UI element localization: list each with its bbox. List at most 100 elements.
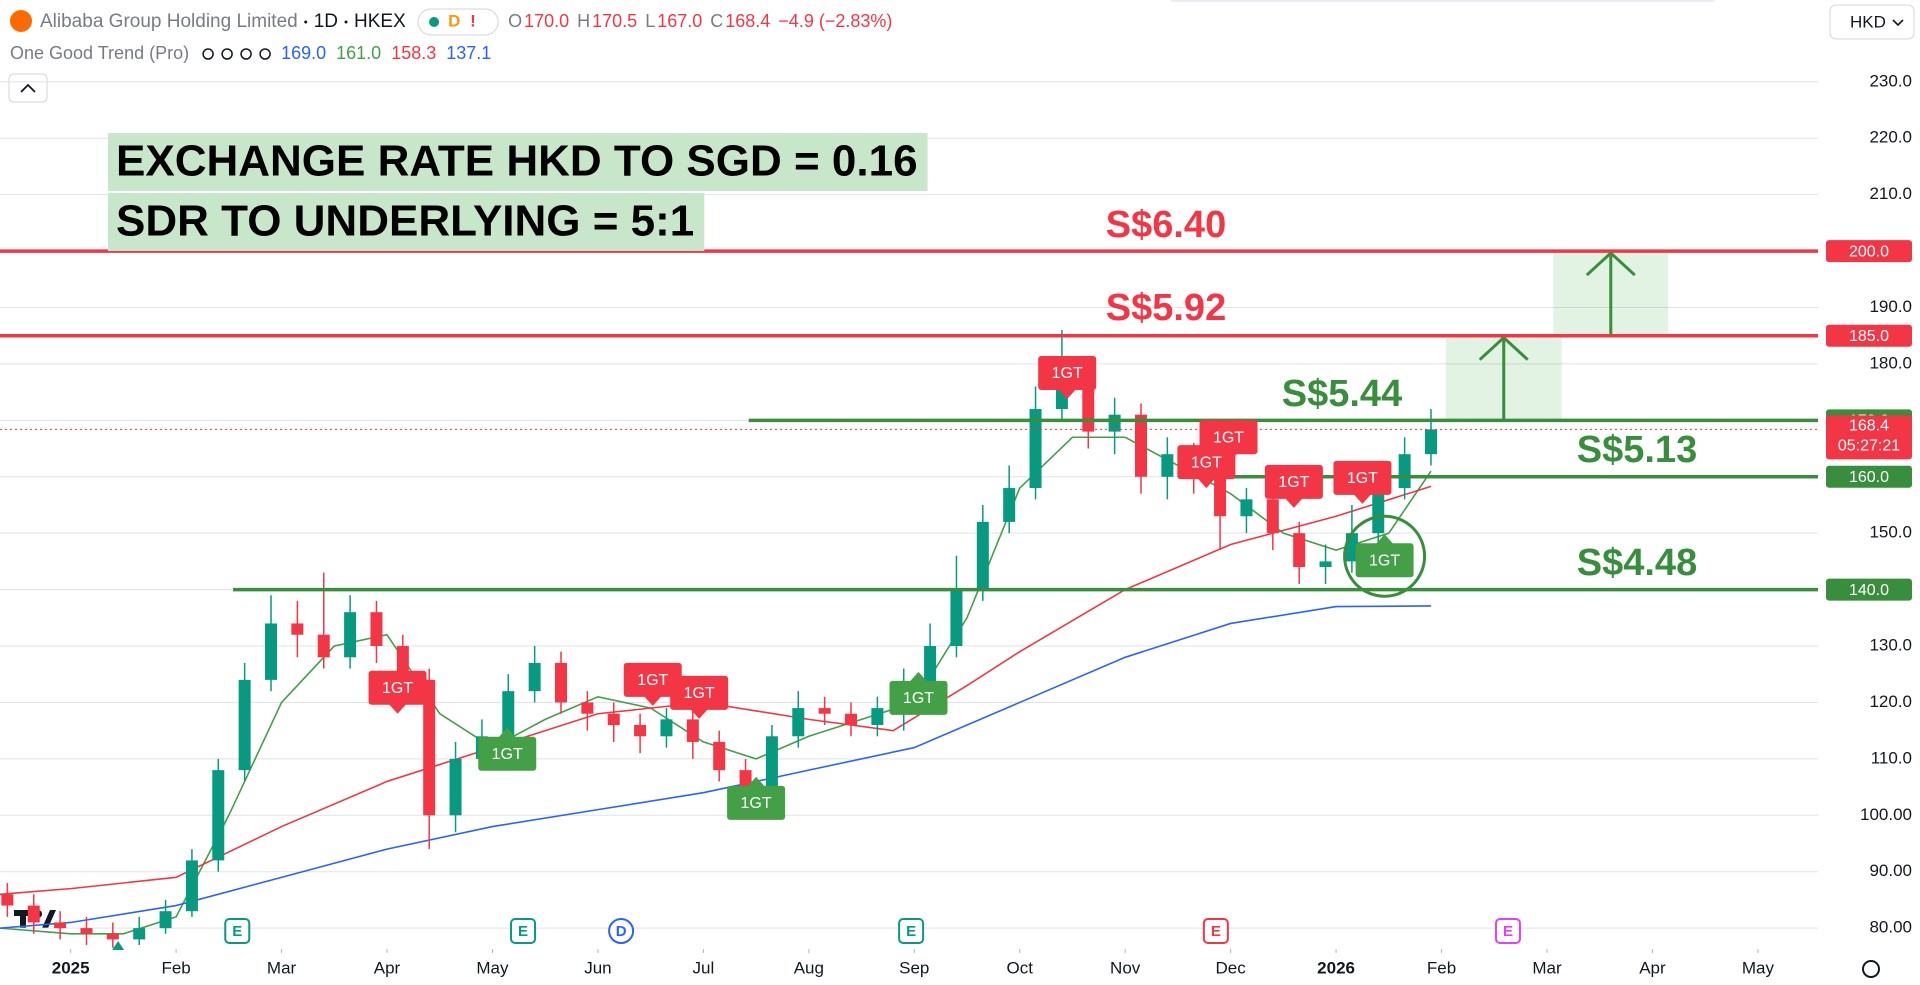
signal-pointer [643, 695, 662, 706]
signal-box [1177, 445, 1236, 480]
candle-body [871, 708, 884, 726]
candle-body [1029, 409, 1042, 489]
candle-body [133, 928, 146, 940]
hidden-eye [202, 48, 214, 60]
candle-body [185, 860, 198, 912]
signal-pointer [1197, 478, 1216, 489]
ohlc-key: L [645, 11, 655, 31]
y-tick-label: 210.0 [1869, 184, 1912, 203]
market-dot [429, 17, 440, 27]
note-box [108, 193, 705, 251]
signal-label: 1GT [382, 680, 413, 697]
candle-body [265, 623, 278, 680]
candle-body [634, 725, 647, 737]
level-label: S$6.40 [1106, 204, 1226, 246]
signal-label: 1GT [741, 795, 772, 812]
price-tag [1826, 324, 1912, 347]
y-tick-label: 120.0 [1869, 692, 1912, 711]
currency: HKD [1850, 12, 1886, 31]
exchange: HKEX [354, 11, 406, 32]
price-tag-label: 185.0 [1849, 328, 1889, 345]
signal-box [1038, 355, 1097, 390]
indicator: One Good Trend (Pro) [10, 43, 189, 63]
signal-box [727, 785, 786, 820]
logo [10, 10, 32, 32]
price-tag [1826, 465, 1912, 488]
currency-button[interactable] [1829, 4, 1915, 40]
status-pill [417, 8, 499, 36]
x-tick-label: May [1742, 958, 1775, 977]
y-tick-label: 180.0 [1869, 353, 1912, 372]
event-marker [1202, 918, 1229, 944]
ohlc-value: 170.0 [524, 11, 569, 31]
candle-body [1134, 414, 1147, 477]
candle-body [317, 634, 330, 658]
signal: 1GT [478, 727, 537, 771]
x-tick-label: 2026 [1317, 958, 1355, 977]
candle-body [528, 662, 541, 692]
settings-icon[interactable] [1862, 960, 1880, 978]
candle-body [845, 713, 858, 726]
floating-toolbar[interactable] [1170, 0, 1715, 2]
indicator-value: 161.0 [336, 43, 381, 63]
candle-body [80, 928, 93, 934]
candle-body [1240, 499, 1253, 517]
x-tick-label: Mar [1532, 958, 1562, 977]
signal-box [670, 675, 729, 710]
interval: 1D [314, 11, 338, 32]
hidden-eye [240, 48, 252, 60]
signal-label: 1GT [1369, 552, 1400, 569]
last-price-label: 168.4 [1849, 418, 1889, 435]
signal: 1GT [670, 675, 729, 719]
candle-body [212, 770, 225, 861]
x-tick-label: Apr [1639, 958, 1666, 977]
candle-body [1003, 488, 1016, 522]
ohlc-value: 170.5 [592, 11, 637, 31]
signal: 1GT [1264, 464, 1323, 508]
signal: 1GT [889, 671, 948, 715]
collapse-button[interactable] [8, 73, 48, 103]
signal: 1GT [1355, 534, 1414, 578]
signal-pointer [1058, 388, 1077, 399]
candle-body [54, 922, 67, 929]
candle-body [1319, 561, 1332, 568]
level-label: S$5.92 [1106, 287, 1226, 329]
signal: 1GT [623, 662, 682, 706]
event-label: E [906, 923, 916, 940]
signal-box [1264, 464, 1323, 499]
price-tag [1826, 578, 1912, 601]
event-label: D [616, 923, 627, 940]
signal-label: 1GT [1191, 454, 1222, 471]
signal-label: 1GT [684, 685, 715, 702]
indicator-value: 158.3 [391, 43, 436, 63]
signal-label: 1GT [1052, 365, 1083, 382]
signal: 1GT [368, 670, 427, 714]
trend-line [0, 485, 1432, 896]
y-tick-label: 80.00 [1869, 918, 1912, 937]
dropdown-arrow [1892, 19, 1904, 27]
price-tag [1826, 240, 1912, 263]
ohlc-value: 168.4 [725, 11, 770, 31]
signal-label: 1GT [492, 746, 523, 763]
candle-body [423, 679, 436, 816]
candle-body [1161, 454, 1174, 477]
signal-box [478, 736, 537, 771]
x-tick-label: Apr [374, 958, 401, 977]
candle-body [607, 713, 620, 726]
x-tick-label: May [476, 958, 509, 977]
event-label: E [232, 923, 242, 940]
symbol: Alibaba Group Holding Limited [40, 11, 298, 32]
signal: 1GT [1333, 460, 1392, 504]
candle-body [713, 741, 726, 771]
level-label: S$4.48 [1577, 542, 1697, 584]
candle-body [818, 708, 831, 714]
signal-pointer [909, 671, 928, 682]
ohlc-value: 167.0 [657, 11, 702, 31]
signal-pointer [388, 703, 407, 714]
signal-pointer [747, 776, 766, 787]
level-label: S$5.13 [1577, 429, 1697, 471]
x-tick-label: Dec [1216, 958, 1247, 977]
signal-box [623, 662, 682, 697]
